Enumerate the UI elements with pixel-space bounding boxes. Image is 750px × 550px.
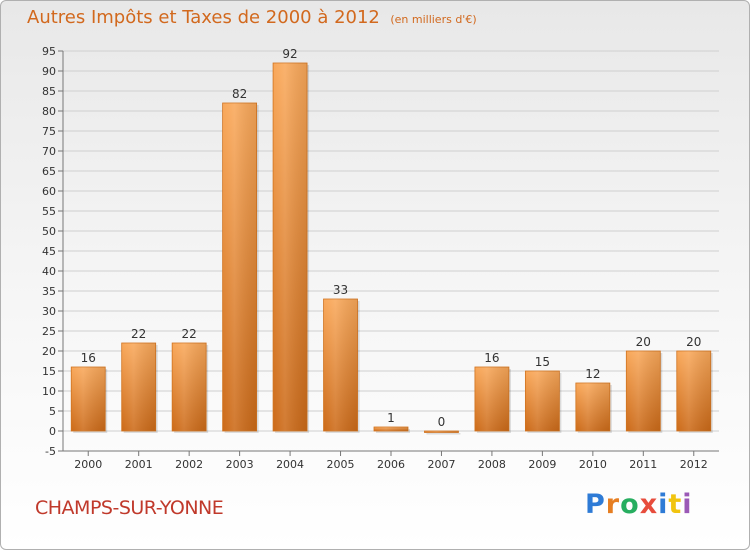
data-label: 22 bbox=[131, 327, 146, 341]
data-label: 82 bbox=[232, 87, 247, 101]
y-tick-label: 10 bbox=[42, 385, 56, 398]
x-tick-label: 2011 bbox=[629, 458, 657, 471]
location-name: CHAMPS-SUR-YONNE bbox=[35, 497, 224, 519]
bars bbox=[70, 62, 713, 435]
data-label: 16 bbox=[484, 351, 499, 365]
y-tick-label: -5 bbox=[45, 445, 56, 458]
y-tick-label: 30 bbox=[42, 305, 56, 318]
bar-highlight bbox=[424, 431, 459, 433]
chart-subtitle: (en milliers d'€) bbox=[390, 13, 477, 26]
x-tick-label: 2003 bbox=[226, 458, 254, 471]
bar-highlight bbox=[323, 299, 358, 431]
x-tick-label: 2012 bbox=[680, 458, 708, 471]
data-label: 20 bbox=[636, 335, 651, 349]
data-label: 20 bbox=[686, 335, 701, 349]
x-tick-label: 2009 bbox=[528, 458, 556, 471]
y-tick-label: 50 bbox=[42, 225, 56, 238]
bar-highlight bbox=[121, 343, 156, 431]
y-tick-label: 5 bbox=[49, 405, 56, 418]
y-tick-label: 20 bbox=[42, 345, 56, 358]
bar-shadow bbox=[426, 433, 461, 435]
x-tick-label: 2010 bbox=[579, 458, 607, 471]
y-tick-label: 85 bbox=[42, 85, 56, 98]
bar-highlight bbox=[474, 367, 509, 431]
data-label: 0 bbox=[438, 415, 446, 429]
y-tick-label: 55 bbox=[42, 205, 56, 218]
bar-highlight bbox=[273, 63, 308, 431]
data-label: 15 bbox=[535, 355, 550, 369]
bar-highlight bbox=[222, 103, 257, 431]
y-tick-label: 65 bbox=[42, 165, 56, 178]
x-tick-label: 2004 bbox=[276, 458, 304, 471]
grid-lines bbox=[63, 50, 719, 452]
chart-title-row: Autres Impôts et Taxes de 2000 à 2012 (e… bbox=[27, 7, 477, 28]
bar-highlight bbox=[172, 343, 207, 431]
x-tick-label: 2005 bbox=[327, 458, 355, 471]
axes: -505101520253035404550556065707580859095… bbox=[42, 45, 719, 471]
y-tick-label: 25 bbox=[42, 325, 56, 338]
x-tick-label: 2002 bbox=[175, 458, 203, 471]
y-tick-label: 95 bbox=[42, 45, 56, 58]
y-tick-label: 40 bbox=[42, 265, 56, 278]
data-label: 16 bbox=[81, 351, 96, 365]
data-label: 12 bbox=[585, 367, 600, 381]
y-tick-label: 60 bbox=[42, 185, 56, 198]
y-tick-label: 80 bbox=[42, 105, 56, 118]
y-tick-label: 15 bbox=[42, 365, 56, 378]
chart-title: Autres Impôts et Taxes de 2000 à 2012 bbox=[27, 7, 380, 28]
y-tick-label: 75 bbox=[42, 125, 56, 138]
data-label: 33 bbox=[333, 283, 348, 297]
x-tick-label: 2000 bbox=[74, 458, 102, 471]
y-tick-label: 45 bbox=[42, 245, 56, 258]
bar-highlight bbox=[575, 383, 610, 431]
x-tick-label: 2008 bbox=[478, 458, 506, 471]
y-tick-label: 90 bbox=[42, 65, 56, 78]
bar-highlight bbox=[525, 371, 560, 431]
y-tick-label: 70 bbox=[42, 145, 56, 158]
x-tick-label: 2001 bbox=[125, 458, 153, 471]
x-tick-label: 2006 bbox=[377, 458, 405, 471]
y-tick-label: 35 bbox=[42, 285, 56, 298]
bar-highlight bbox=[676, 351, 711, 431]
bar-highlight bbox=[71, 367, 106, 431]
data-label: 22 bbox=[182, 327, 197, 341]
x-tick-label: 2007 bbox=[427, 458, 455, 471]
proxiti-logo[interactable]: Proxiti bbox=[585, 489, 693, 520]
data-label: 92 bbox=[282, 47, 297, 61]
data-labels: 16 22 22 82 92 33 1 0 16 15 12 20 20 bbox=[81, 47, 702, 429]
y-tick-label: 0 bbox=[49, 425, 56, 438]
bar-highlight bbox=[374, 427, 408, 431]
data-label: 1 bbox=[387, 411, 395, 425]
bar-highlight bbox=[626, 351, 661, 431]
